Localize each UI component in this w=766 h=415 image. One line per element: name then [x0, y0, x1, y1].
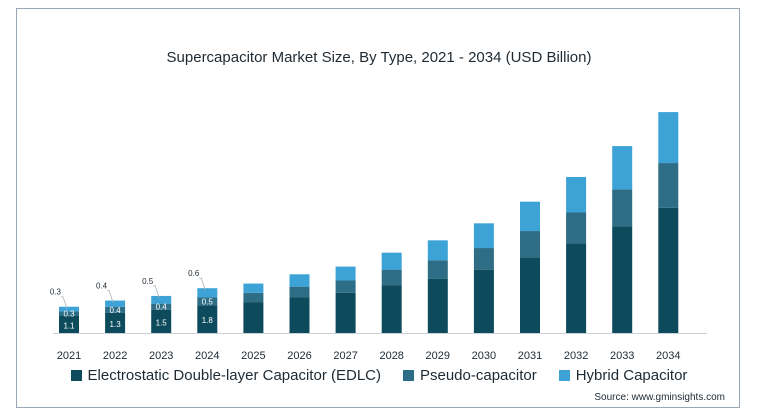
data-label-2023-pseudo: 0.4: [156, 303, 168, 312]
bar-2029-series-3: [427, 240, 448, 261]
bar-2024-series-2: [197, 297, 218, 306]
data-label-2024-edlc: 1.8: [202, 316, 214, 325]
x-tick-label-2027: 2027: [333, 350, 357, 362]
legend-label-3: Hybrid Capacitor: [575, 367, 688, 384]
bar-2025-series-1: [243, 302, 264, 333]
data-label-2021-hybrid: 0.3: [50, 288, 62, 297]
bar-2034-series-3: [658, 112, 679, 164]
bar-2021-series-3: [59, 306, 79, 312]
x-tick-label-2025: 2025: [241, 350, 265, 362]
x-tick-label-2023: 2023: [149, 350, 173, 362]
bar-2031-series-1: [520, 257, 540, 333]
legend-item-1: Electrostatic Double-layer Capacitor (ED…: [70, 367, 381, 384]
chart-legend: Electrostatic Double-layer Capacitor (ED…: [17, 367, 741, 384]
bar-2034-series-2: [658, 163, 679, 208]
data-label-2021-pseudo: 0.3: [63, 310, 75, 319]
bar-2029-series-1: [427, 278, 448, 333]
legend-label-2: Pseudo-capacitor: [419, 367, 537, 384]
bar-2025-series-3: [243, 283, 264, 293]
data-label-2022-hybrid: 0.4: [96, 282, 108, 291]
x-tick-label-2030: 2030: [472, 350, 496, 362]
x-tick-label-2026: 2026: [287, 350, 311, 362]
chart-title: Supercapacitor Market Size, By Type, 202…: [166, 49, 592, 66]
data-label-2023-edlc: 1.5: [156, 318, 168, 327]
data-label-2024-hybrid: 0.6: [188, 269, 200, 278]
chart-frame: Supercapacitor Market Size, By Type, 202…: [16, 8, 740, 408]
bar-2023-series-1: [151, 309, 172, 333]
leader-line-2024: [199, 277, 206, 291]
x-tick-label-2029: 2029: [426, 350, 450, 362]
legend-item-2: Pseudo-capacitor: [402, 367, 537, 384]
bar-2029-series-2: [427, 260, 448, 279]
x-tick-label-2028: 2028: [379, 350, 403, 362]
bar-2033-series-2: [612, 189, 633, 227]
bar-2023-series-2: [151, 303, 172, 310]
bar-2033-series-1: [612, 226, 633, 333]
bar-2024-series-3: [197, 288, 218, 298]
x-tick-label-2034: 2034: [656, 350, 680, 362]
x-tick-label-2021: 2021: [57, 350, 81, 362]
bar-2022-series-3: [105, 300, 126, 307]
source-note: Source: www.gminsights.com: [594, 392, 725, 403]
leader-line-2023: [153, 285, 160, 299]
bar-2024-series-1: [197, 305, 218, 333]
bar-2030-series-3: [473, 223, 494, 249]
x-tick-label-2022: 2022: [103, 350, 127, 362]
bar-2021-series-2: [59, 311, 79, 317]
legend-swatch-3: [558, 370, 570, 381]
bar-2032-series-3: [566, 176, 587, 213]
bar-2028-series-3: [381, 252, 402, 270]
bar-2033-series-3: [612, 146, 633, 190]
bar-2023-series-3: [151, 295, 172, 304]
bar-2022-series-1: [105, 312, 126, 333]
bar-2027-series-1: [335, 292, 356, 333]
bar-2027-series-3: [335, 266, 356, 281]
bar-2030-series-1: [473, 269, 494, 333]
bar-2028-series-1: [381, 285, 402, 333]
x-tick-label-2032: 2032: [564, 350, 588, 362]
x-tick-label-2033: 2033: [610, 350, 634, 362]
leader-line-2022: [107, 290, 114, 303]
data-label-2023-hybrid: 0.5: [142, 277, 154, 286]
bar-2026-series-3: [289, 274, 310, 287]
legend-swatch-1: [70, 370, 82, 381]
data-label-2021-edlc: 1.1: [63, 322, 75, 331]
data-label-2022-edlc: 1.3: [110, 320, 122, 329]
bar-2030-series-2: [473, 248, 494, 270]
legend-swatch-2: [402, 370, 414, 381]
x-tick-label-2024: 2024: [195, 350, 219, 362]
x-tick-label-2031: 2031: [518, 350, 542, 362]
bar-2032-series-2: [566, 212, 587, 244]
bar-2026-series-1: [289, 297, 310, 333]
data-label-2022-pseudo: 0.4: [110, 306, 122, 315]
bar-2025-series-2: [243, 292, 264, 303]
legend-item-3: Hybrid Capacitor: [558, 367, 688, 384]
bar-2031-series-2: [520, 231, 540, 258]
bar-2032-series-1: [566, 243, 587, 333]
bar-2034-series-1: [658, 207, 679, 333]
bar-2021-series-1: [59, 316, 79, 333]
bar-2022-series-2: [105, 306, 126, 313]
bar-2026-series-2: [289, 286, 310, 298]
bar-2031-series-3: [520, 201, 540, 232]
leader-line-2021: [61, 296, 68, 309]
bar-2027-series-2: [335, 280, 356, 293]
legend-label-1: Electrostatic Double-layer Capacitor (ED…: [87, 367, 381, 384]
data-label-2024-pseudo: 0.5: [202, 297, 214, 306]
chart-plot: 2021 1.1 0.3 0.3 2022 1.3 0.4 0.4 2023 1.5 0.4 0.5 2…: [50, 112, 707, 362]
bar-2028-series-2: [381, 269, 402, 286]
